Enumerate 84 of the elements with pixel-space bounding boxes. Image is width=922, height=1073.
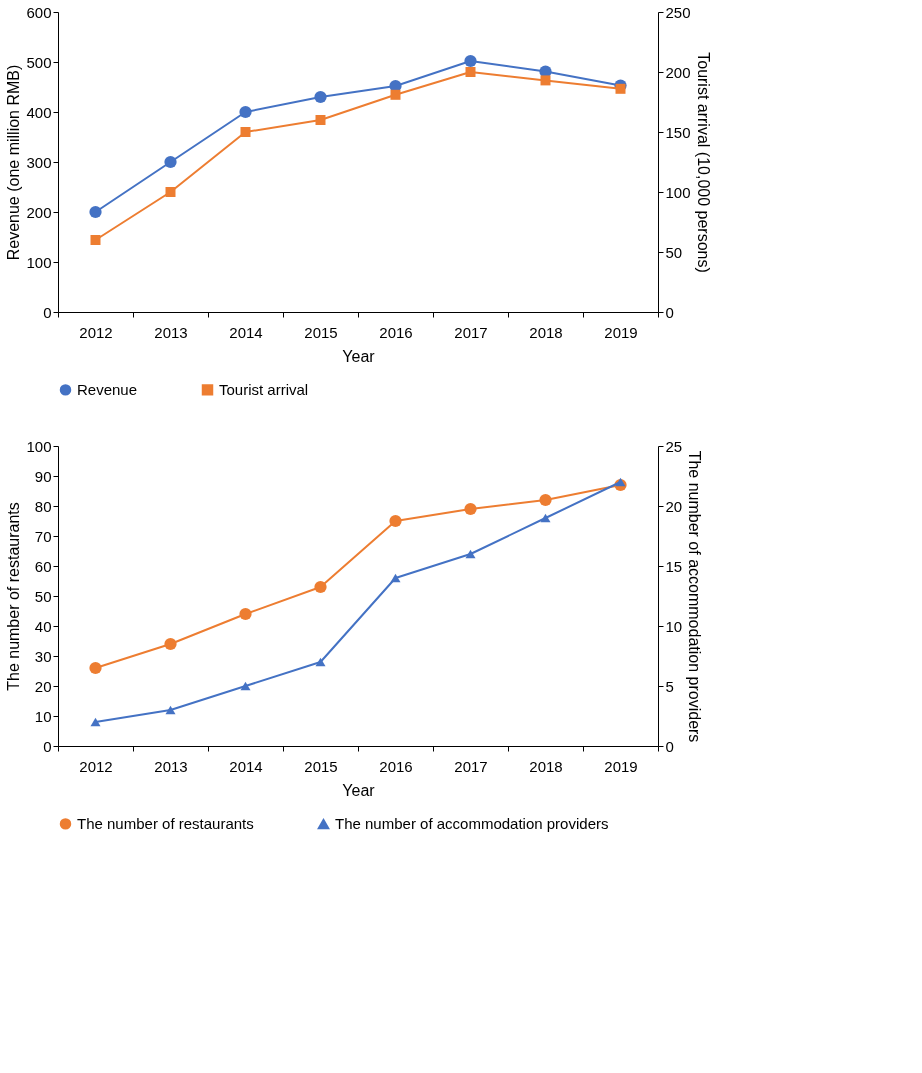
legend-label: The number of restaurants <box>77 814 254 832</box>
x-tick-label: 2013 <box>154 757 188 775</box>
point <box>464 502 477 516</box>
point <box>465 67 476 77</box>
point <box>464 54 477 68</box>
y-tick-label: 40 <box>34 617 52 635</box>
x-tick-label: 2018 <box>529 757 563 775</box>
y2-tick-label: 150 <box>665 123 691 141</box>
point <box>239 607 252 621</box>
y-tick-label: 20 <box>34 677 52 695</box>
x-tick-label: 2016 <box>379 757 413 775</box>
x-tick-label: 2019 <box>604 323 638 341</box>
y-tick-label: 100 <box>26 253 52 271</box>
legend-label: The number of accommodation providers <box>335 815 609 833</box>
x-axis-title: Year <box>342 781 376 799</box>
y-tick-label: 70 <box>34 527 52 545</box>
y2-tick-label: 5 <box>665 677 674 695</box>
x-tick-label: 2014 <box>229 323 263 341</box>
y2-tick-label: 200 <box>665 63 691 81</box>
point <box>164 637 177 651</box>
point <box>540 75 551 86</box>
point <box>315 657 326 667</box>
x-tick-label: 2012 <box>79 323 113 341</box>
point <box>89 661 102 675</box>
y2-tick-label: 25 <box>665 437 683 455</box>
point <box>240 127 251 137</box>
x-tick-label: 2017 <box>454 323 488 341</box>
x-tick-label: 2017 <box>454 757 488 775</box>
y-axis-title: Revenue (one million RMB) <box>5 64 23 261</box>
point <box>314 90 327 104</box>
point <box>165 187 176 197</box>
y-tick-label: 200 <box>26 203 52 221</box>
legend-label: Revenue <box>77 380 138 398</box>
point <box>90 235 101 245</box>
point <box>539 493 552 507</box>
point <box>465 549 476 559</box>
x-tick-label: 2015 <box>304 757 338 775</box>
point <box>314 580 327 594</box>
point <box>315 115 326 125</box>
x-tick-label: 2016 <box>379 323 413 341</box>
y2-tick-label: 100 <box>665 183 691 201</box>
y2-axis-title: The number of accommodation providers <box>686 450 704 743</box>
legend-label: Tourist arrival <box>219 380 309 398</box>
x-tick-label: 2018 <box>529 323 563 341</box>
y-tick-label: 100 <box>26 437 52 455</box>
point <box>390 89 401 100</box>
x-tick-label: 2012 <box>79 757 113 775</box>
y2-tick-label: 0 <box>665 737 674 755</box>
point <box>615 83 626 94</box>
y-tick-label: 400 <box>26 103 52 121</box>
y-tick-label: 60 <box>34 557 52 575</box>
y2-tick-label: 15 <box>665 557 683 575</box>
y-tick-label: 80 <box>34 497 52 515</box>
point <box>89 205 102 219</box>
y-tick-label: 500 <box>26 53 52 71</box>
point <box>389 514 402 528</box>
y-tick-label: 10 <box>34 707 52 725</box>
point <box>240 681 251 691</box>
x-axis-title: Year <box>342 347 376 365</box>
y-axis-title: The number of restaurants <box>5 502 23 691</box>
y-tick-label: 0 <box>43 303 52 321</box>
y2-tick-label: 0 <box>665 303 674 321</box>
y2-tick-label: 250 <box>665 3 691 21</box>
y2-axis-title: Tourist arrival (10,000 persons) <box>694 52 712 273</box>
y-tick-label: 30 <box>34 647 52 665</box>
point <box>164 155 177 169</box>
x-tick-label: 2013 <box>154 323 188 341</box>
y-tick-label: 90 <box>34 467 52 485</box>
y-tick-label: 50 <box>34 587 52 605</box>
point <box>165 705 176 715</box>
y-tick-label: 0 <box>43 737 52 755</box>
point <box>239 105 252 119</box>
x-tick-label: 2019 <box>604 757 638 775</box>
point <box>540 513 551 523</box>
point <box>390 573 401 583</box>
point <box>90 717 101 727</box>
y2-tick-label: 10 <box>665 617 683 635</box>
y2-tick-label: 50 <box>665 243 683 261</box>
y2-tick-label: 20 <box>665 497 683 515</box>
point <box>615 477 626 487</box>
y-tick-label: 300 <box>26 153 52 171</box>
x-tick-label: 2015 <box>304 323 338 341</box>
x-tick-label: 2014 <box>229 757 263 775</box>
y-tick-label: 600 <box>26 3 52 21</box>
